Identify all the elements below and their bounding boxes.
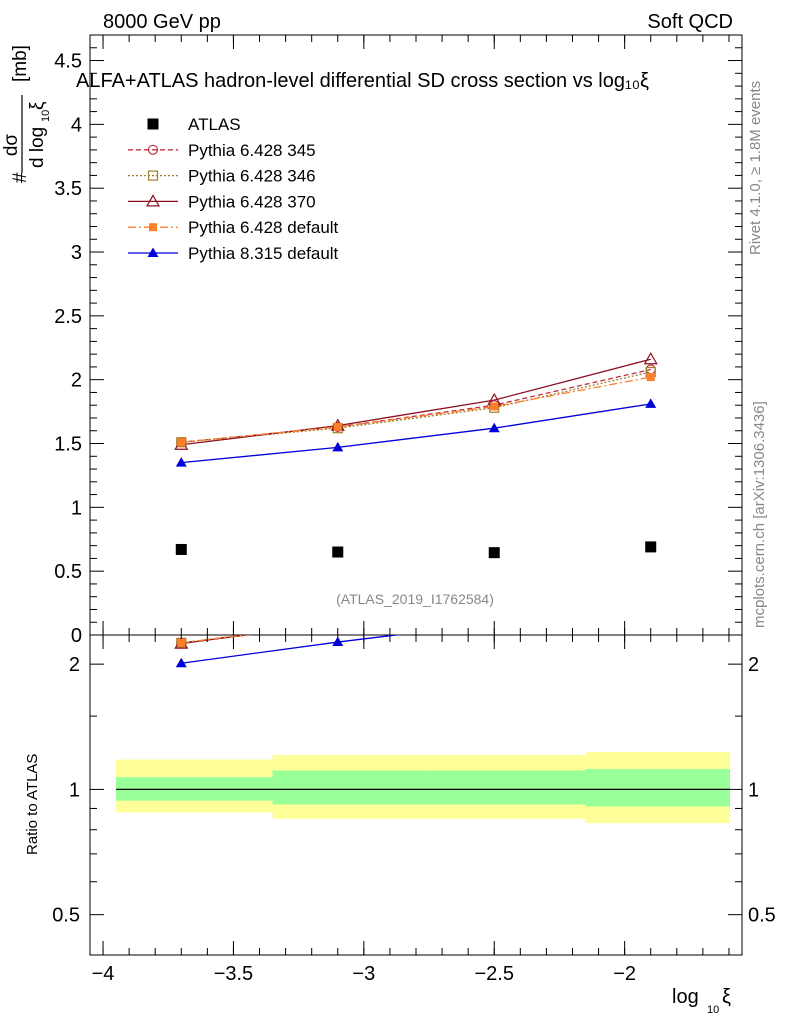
ratio-y-label: Ratio to ATLAS <box>24 754 41 855</box>
ratio-series-markers <box>174 577 657 668</box>
uncertainty-band-inner <box>429 770 586 805</box>
ratio-point-pythia-6-428-345 <box>646 586 655 595</box>
data-point-pythia-8-315-default <box>645 398 657 408</box>
legend-marker-pythia-6-428-346 <box>147 170 159 181</box>
main-y-tick-label: 2.5 <box>54 306 82 328</box>
data-point-pythia-8-315-default <box>332 441 344 452</box>
ratio-y-tick-label: 0.5 <box>52 905 80 927</box>
legend-marker-pythia-6-428-370 <box>145 194 161 207</box>
main-y-tick-label: 0.5 <box>54 561 82 583</box>
legend-label-pythia-6-428-default: Pythia 6.428 default <box>188 218 339 237</box>
ratio-point-pythia-6-428-346 <box>646 587 655 596</box>
legend-marker-atlas <box>147 118 159 130</box>
uncertainty-band-inner <box>272 770 430 805</box>
data-point-pythia-6-428-default <box>490 402 499 411</box>
ratio-uncertainty-bands <box>116 751 730 824</box>
main-y-tick-label: 1.5 <box>54 434 82 456</box>
ratio-y-tick-label: 1 <box>69 779 80 801</box>
main-y-tick-label: 4 <box>71 114 82 136</box>
main-y-ticks: 0 0.5 1 1.5 2 2.5 3 3.5 4 4.5 <box>54 34 742 647</box>
legend: ATLAS Pythia 6.428 345 Pythia 6.428 346 Pyt… <box>128 115 339 263</box>
ratio-y-tick-label-right: 2 <box>748 654 759 676</box>
data-point-atlas <box>332 546 344 558</box>
x-axis-ticks: −4 −3.5 −3 −2.5 −2 <box>92 635 730 985</box>
legend-label-pythia-8-315-default: Pythia 8.315 default <box>188 244 339 263</box>
legend-marker-pythia-8-315-default <box>147 247 159 257</box>
legend-marker-pythia-6-428-345 <box>147 144 159 155</box>
ratio-point-pythia-8-315-default <box>332 636 344 647</box>
main-y-tick-label: 2 <box>71 370 82 392</box>
x-tick-label: −3 <box>352 963 375 985</box>
ratio-point-pythia-6-428-370 <box>645 577 657 588</box>
main-panel: 0 0.5 1 1.5 2 2.5 3 3.5 4 4.5 ALFA+ATLAS hadron-l… <box>1 34 743 647</box>
y-label-numerator: dσ <box>1 134 22 157</box>
main-y-tick-label: 1 <box>71 497 82 519</box>
data-point-pythia-6-428-default <box>333 422 342 431</box>
ratio-series-lines <box>181 635 402 664</box>
data-point-pythia-6-428-default <box>646 373 655 382</box>
ratio-point-pythia-8-315-default <box>645 610 656 620</box>
series-line-pythia-6-428-346 <box>181 371 651 443</box>
main-series-markers <box>174 352 658 559</box>
ratio-point-pythia-6-428-default <box>334 619 342 627</box>
series-line-pythia-6-428-default <box>181 376 651 443</box>
legend-label-pythia-6-428-370: Pythia 6.428 370 <box>188 192 316 211</box>
data-point-atlas <box>645 541 657 553</box>
legend-label-pythia-6-428-345: Pythia 6.428 345 <box>188 141 316 160</box>
main-y-tick-label: 4.5 <box>54 51 82 73</box>
x-tick-label: −2 <box>613 963 636 985</box>
legend-label-atlas: ATLAS <box>188 115 241 134</box>
plot-title: ALFA+ATLAS hadron-level differential SD … <box>76 70 649 92</box>
ratio-point-pythia-6-428-345 <box>333 619 342 628</box>
y-label-denominator-tail: ξ <box>27 101 48 110</box>
y-label-hash: # <box>10 172 31 183</box>
y-axis-label: # dσ d log 10 ξ [mb] <box>1 45 52 183</box>
x-label-tail: ξ <box>722 986 731 1008</box>
ratio-y-tick-label: 2 <box>69 654 80 676</box>
data-point-pythia-6-428-370 <box>643 352 658 365</box>
y-label-denominator-sub: 10 <box>40 110 52 122</box>
main-y-tick-label: 3 <box>71 242 82 264</box>
x-tick-label: −3.5 <box>214 963 253 985</box>
data-point-pythia-8-315-default <box>175 457 187 467</box>
ratio-y-ticks: 0.5 0.5 1 1 2 2 <box>52 654 776 927</box>
ratio-point-pythia-8-315-default <box>175 657 187 668</box>
ratio-y-tick-label-right: 1 <box>748 779 759 801</box>
legend-label-pythia-6-428-346: Pythia 6.428 346 <box>188 167 316 186</box>
y-label-unit: [mb] <box>10 45 31 82</box>
x-axis-label: log 10 ξ <box>672 986 731 1016</box>
data-point-atlas <box>488 547 500 559</box>
mcplots-label: mcplots.cern.ch [arXiv:1306.3436] <box>751 401 768 628</box>
series-line-pythia-6-428-370 <box>181 358 651 446</box>
ratio-point-pythia-6-428-346 <box>333 620 342 629</box>
analysis-id: (ATLAS_2019_I1762584) <box>336 591 494 607</box>
data-point-atlas <box>175 543 187 555</box>
header-right: Soft QCD <box>647 11 733 33</box>
series-line-pythia-6-428-345 <box>181 368 651 443</box>
header-left: 8000 GeV pp <box>103 11 221 33</box>
ratio-point-pythia-6-428-370 <box>332 616 344 627</box>
data-point-pythia-6-428-default <box>177 438 186 447</box>
data-point-pythia-8-315-default <box>488 422 500 433</box>
main-y-tick-label: 0 <box>71 625 82 647</box>
y-label-denominator: d log <box>27 127 48 168</box>
ratio-line-pythia-8-315-default <box>181 635 402 664</box>
main-y-tick-label: 3.5 <box>54 178 82 200</box>
x-label-sub: 10 <box>707 1004 719 1016</box>
ratio-point-pythia-6-428-default <box>647 591 655 599</box>
ratio-point-pythia-6-428-default <box>177 638 186 647</box>
uncertainty-band-inner <box>585 768 730 807</box>
main-series-lines <box>181 358 651 464</box>
rivet-label: Rivet 4.1.0, ≥ 1.8M events <box>747 81 764 255</box>
legend-marker-pythia-6-428-default <box>149 223 157 232</box>
series-line-pythia-8-315-default <box>181 403 651 464</box>
ratio-y-tick-label-right: 0.5 <box>748 905 776 927</box>
x-tick-label: −2.5 <box>474 963 513 985</box>
x-label-main: log <box>672 986 699 1008</box>
ratio-panel: 0.5 0.5 1 1 2 2 −4 −3.5 −3 −2.5 −2 Ratio to ATLAS… <box>24 577 776 1016</box>
x-tick-label: −4 <box>92 963 115 985</box>
